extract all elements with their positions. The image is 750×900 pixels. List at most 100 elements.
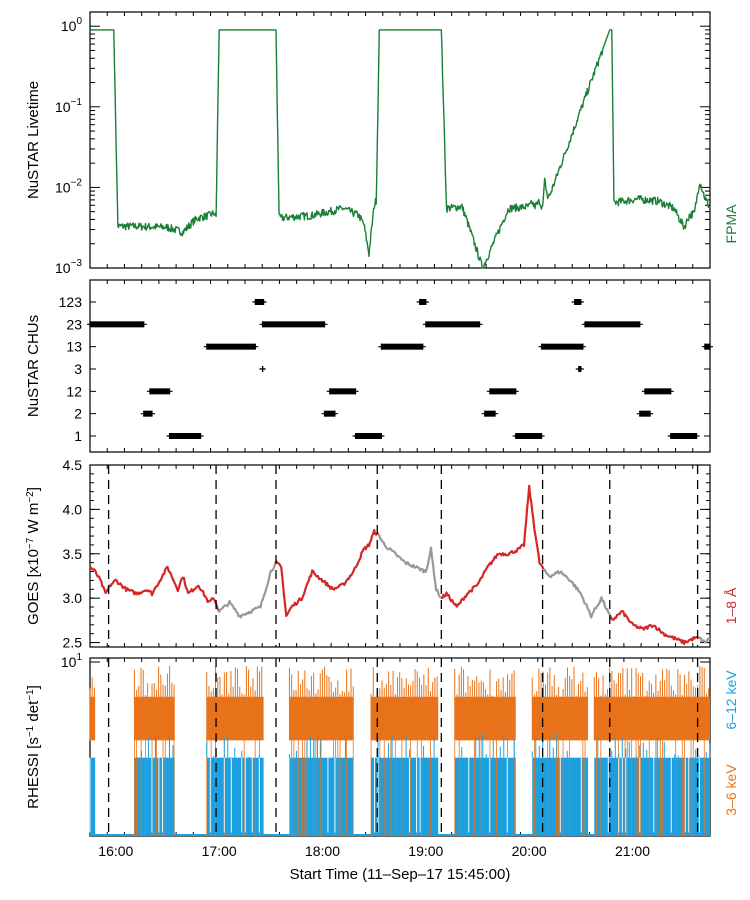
livetime-y-tick-label: 10−1 <box>55 97 82 115</box>
chu-segment <box>381 343 423 350</box>
chu-segment <box>169 433 201 439</box>
chu-marker <box>481 410 488 417</box>
x-tick-label: 16:00 <box>98 843 133 859</box>
goes-y-tick-label: 2.5 <box>63 635 83 651</box>
chu-marker <box>352 433 359 439</box>
chu-segment <box>670 433 697 439</box>
chu-marker <box>378 433 385 439</box>
x-tick-label: 20:00 <box>512 843 547 859</box>
goes-flux-line-in-window <box>89 565 220 611</box>
goes-y-tick-label: 3.0 <box>63 590 83 606</box>
goes-flux-line-in-window <box>275 528 380 618</box>
chu-marker <box>667 388 674 395</box>
chu-marker <box>577 299 584 305</box>
chu-segment <box>484 410 496 417</box>
chu-marker <box>636 321 643 328</box>
chu-marker <box>197 433 204 439</box>
chu-marker <box>579 343 586 350</box>
chu-segment <box>149 388 170 395</box>
chu-panel-frame <box>89 279 711 453</box>
chu-marker <box>416 299 423 305</box>
chu-marker <box>701 343 708 350</box>
chu-segment <box>574 299 581 305</box>
chu-y-tick-label: 1 <box>74 428 82 444</box>
chu-marker <box>693 433 700 439</box>
chu-marker <box>203 343 210 350</box>
chu-marker <box>260 299 267 305</box>
chu-marker <box>422 299 429 305</box>
fpma-legend-label: FPMA <box>723 204 739 244</box>
chu-marker <box>87 321 93 328</box>
chu-marker <box>667 433 674 439</box>
x-tick-label: 18:00 <box>305 843 340 859</box>
chu-segment <box>262 321 325 328</box>
chu-marker <box>326 388 333 395</box>
livetime-y-tick-label: 100 <box>61 16 83 34</box>
goes-flux-line-in-window <box>609 610 699 646</box>
rhessi-high-band <box>594 757 710 836</box>
chu-segment <box>355 433 382 439</box>
goes-flux-line-out-window <box>698 636 711 644</box>
chu-segment <box>639 410 651 417</box>
chu-y-tick-label: 23 <box>66 316 82 332</box>
chu-marker <box>636 410 643 417</box>
livetime-y-tick-label: 10−3 <box>55 258 82 276</box>
chu-segment <box>324 410 335 417</box>
chu-marker <box>149 410 155 417</box>
x-tick-label: 19:00 <box>408 843 443 859</box>
livetime-panel-frame <box>89 11 711 269</box>
goes-flux-line-out-window <box>377 533 442 599</box>
rhessi-high-band <box>289 757 354 836</box>
goes-flux-line-out-window <box>543 568 612 619</box>
plot-marks: 16:00 17:00 18:00 19:00 20:00 21:00 100 10−1 10−… <box>55 12 713 859</box>
chu-marker <box>647 410 654 417</box>
chu-segment <box>584 321 640 328</box>
rhessi-axis-label: RHESSI [s−1 det−1] <box>25 685 43 809</box>
chu-y-tick-label: 12 <box>66 383 82 399</box>
chu-marker <box>641 388 648 395</box>
chu-segment <box>541 343 583 350</box>
chu-marker <box>422 321 429 328</box>
fpma-livetime-line <box>89 29 711 269</box>
chu-marker <box>538 343 545 350</box>
chu-marker <box>252 343 259 350</box>
x-tick-label: 21:00 <box>615 843 650 859</box>
livetime-axis-label: NuSTAR Livetime <box>25 81 42 199</box>
chu-marker <box>259 366 266 372</box>
chu-marker <box>419 343 426 350</box>
goes-y-tick-label: 4.5 <box>63 457 83 473</box>
x-tick-label: 17:00 <box>202 843 237 859</box>
chu-marker <box>352 388 359 395</box>
chu-axis-label: NuSTAR CHUs <box>25 315 42 417</box>
chu-marker <box>146 388 153 395</box>
goes-y-tick-label: 3.5 <box>63 546 83 562</box>
chu-marker <box>140 321 147 328</box>
chu-marker <box>140 410 147 417</box>
chu-segment <box>644 388 671 395</box>
chu-marker <box>166 388 173 395</box>
chu-marker <box>581 321 588 328</box>
chu-marker <box>259 321 266 328</box>
goes-legend-label: 1–8 Å <box>723 587 739 624</box>
chu-marker <box>378 343 385 350</box>
chu-segment <box>255 299 264 305</box>
goes-flux-line-out-window <box>217 560 278 619</box>
rhessi-high-band <box>371 757 439 836</box>
chu-y-tick-label: 123 <box>59 294 83 310</box>
rhessi-high-band <box>454 757 516 836</box>
chu-segment <box>206 343 256 350</box>
chu-marker <box>538 433 545 439</box>
chu-marker <box>512 388 519 395</box>
chu-marker <box>486 388 493 395</box>
chu-marker <box>707 343 713 350</box>
chu-segment <box>329 388 356 395</box>
chu-y-tick-label: 13 <box>66 339 82 355</box>
chu-segment <box>90 321 144 328</box>
rhessi-high-band <box>90 757 96 836</box>
chu-segment <box>425 321 480 328</box>
rhessi-low-legend-label: 3–6 keV <box>723 764 739 816</box>
chu-segment <box>419 299 426 305</box>
chu-marker <box>252 299 259 305</box>
livetime-y-tick-label: 10−2 <box>55 177 82 195</box>
